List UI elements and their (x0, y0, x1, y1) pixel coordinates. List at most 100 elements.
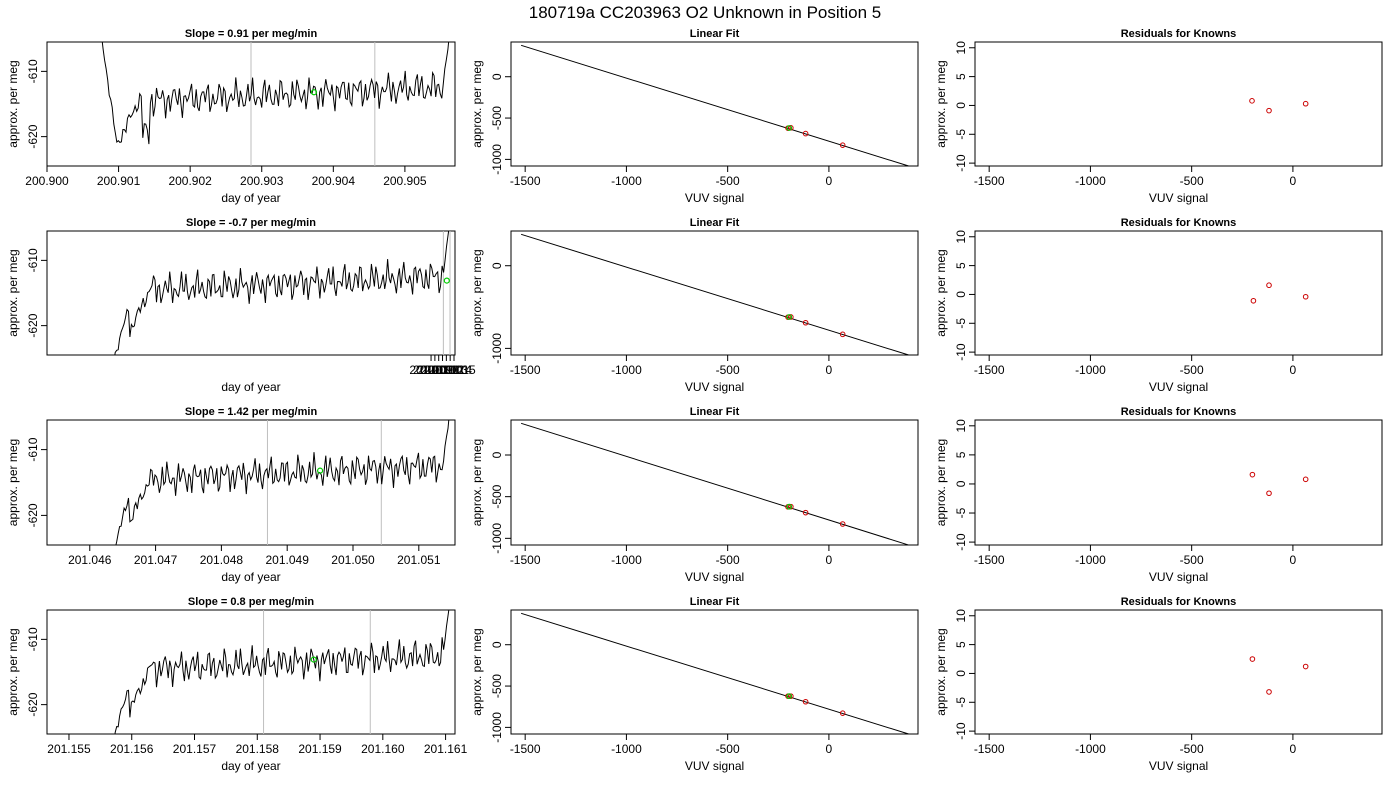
fit-line (520, 612, 911, 734)
x-tick-label: -1500 (510, 363, 541, 377)
fit-line (520, 233, 911, 355)
y-tick-label: 0 (490, 73, 504, 80)
x-axis-label: VUV signal (1149, 380, 1208, 394)
plot-frame (974, 609, 1383, 735)
y-axis-label: approx. per meg (470, 628, 484, 715)
known-point (1250, 297, 1257, 304)
y-axis-label: approx. per meg (6, 628, 20, 715)
unknown-point (786, 693, 793, 700)
panel-title: Residuals for Knowns (1121, 596, 1237, 608)
panel-r2-c1: Slope = -0.7 per meg/min 201.009201.01020… (6, 217, 476, 394)
y-tick-label: 0 (490, 641, 504, 648)
y-tick-label: -610 (26, 437, 40, 461)
y-tick-label: -620 (26, 124, 40, 148)
plot-frame (974, 419, 1383, 546)
known-point (802, 319, 809, 326)
x-tick-label: 0 (826, 742, 833, 756)
y-tick-label: -5 (954, 507, 968, 518)
x-tick-label: -1500 (974, 363, 1005, 377)
panel-r2-c2: Linear Fit -1500 -1000 -500 0 0 -1000 VUV signa… (470, 217, 919, 394)
x-axis-label: day of year (221, 380, 280, 394)
x-tick-label: -500 (1180, 742, 1204, 756)
unknown-point (786, 503, 793, 510)
data-trace (114, 231, 450, 355)
known-point (1249, 656, 1256, 662)
x-tick-label: 201.046 (68, 553, 112, 567)
y-tick-label: -1000 (490, 712, 504, 743)
y-axis-label: approx. per meg (934, 439, 948, 526)
y-axis-label: approx. per meg (470, 249, 484, 336)
x-tick-label: -500 (1180, 363, 1204, 377)
y-axis-label: approx. per meg (934, 249, 948, 336)
plot-area (520, 612, 911, 734)
y-tick-label: -5 (954, 129, 968, 140)
plot-frame (510, 419, 919, 546)
plot-frame (510, 230, 919, 356)
known-point (1266, 107, 1272, 114)
y-tick-label: -500 (490, 674, 504, 698)
x-tick-label: -1000 (1075, 742, 1106, 756)
y-tick-label: 0 (954, 480, 968, 487)
y-tick-label: 5 (954, 451, 968, 458)
panel-r4-c3: Residuals for Knowns -1500 -1000 -500 0 10 5 0 -… (934, 596, 1383, 773)
y-tick-label: 10 (954, 41, 968, 55)
y-tick-label: 0 (954, 102, 968, 109)
y-tick-label: 5 (954, 73, 968, 80)
plot-area (115, 420, 450, 545)
y-tick-label: -500 (490, 106, 504, 130)
unknown-point (310, 89, 318, 96)
x-tick-label: 201.160 (361, 742, 405, 756)
known-point (839, 331, 846, 338)
panel-r2-c3: Residuals for Knowns -1500 -1000 -500 0 10 5 0 -… (934, 217, 1383, 394)
x-tick-label: 0 (1290, 742, 1297, 756)
x-tick-label: -1000 (611, 742, 642, 756)
panel-title: Residuals for Knowns (1121, 217, 1237, 229)
x-tick-label: 201.161 (424, 742, 468, 756)
y-tick-label: -10 (954, 343, 968, 361)
panel-r4-c1: Slope = 0.8 per meg/min 201.155 201.156 201… (6, 596, 468, 773)
panel-title: Residuals for Knowns (1121, 406, 1237, 418)
plot-frame (510, 609, 919, 735)
y-axis-label: approx. per meg (470, 439, 484, 526)
panel-title: Linear Fit (690, 28, 740, 40)
x-tick-label: -1500 (974, 553, 1005, 567)
panel-title: Linear Fit (690, 596, 740, 608)
known-point (1266, 282, 1272, 289)
panel-r1-c1: Slope = 0.91 per meg/min 200.900 200.901 20… (6, 28, 456, 205)
plot-area (1249, 98, 1309, 114)
x-tick-label: 200.900 (25, 174, 69, 188)
x-axis-label: day of year (221, 759, 280, 773)
panel-title: Residuals for Knowns (1121, 28, 1237, 40)
data-trace (101, 42, 450, 145)
plot-area (1250, 282, 1309, 304)
unknown-point (316, 467, 324, 474)
x-tick-label: -1000 (1075, 174, 1106, 188)
x-tick-label: 201.158 (236, 742, 280, 756)
x-tick-label: -1500 (974, 174, 1005, 188)
plot-frame (46, 609, 456, 735)
y-tick-label: -620 (26, 503, 40, 527)
plot-area (1249, 656, 1309, 695)
x-tick-label: 201.157 (173, 742, 217, 756)
panel-r1-c3: Residuals for Knowns -1500 -1000 -500 0 10 5 0 -… (934, 28, 1383, 205)
panel-title: Slope = 0.8 per meg/min (188, 596, 315, 608)
panel-title: Slope = 0.91 per meg/min (185, 28, 318, 40)
unknown-point (786, 314, 793, 320)
x-tick-label: 201.155 (47, 742, 91, 756)
known-point (1249, 98, 1255, 104)
plot-area (114, 231, 451, 355)
x-tick-label: 201.011 (417, 363, 460, 377)
y-tick-label: -620 (26, 692, 40, 716)
x-tick-label: 0 (1290, 174, 1297, 188)
x-tick-label: -1000 (611, 553, 642, 567)
unknown-point (310, 656, 317, 663)
x-tick-label: -1000 (611, 174, 642, 188)
y-tick-label: -10 (954, 154, 968, 172)
unknown-point (443, 277, 450, 284)
x-axis-label: VUV signal (685, 570, 744, 584)
y-axis-label: approx. per meg (470, 60, 484, 147)
x-axis-label: VUV signal (1149, 759, 1208, 773)
x-tick-label: -500 (716, 553, 740, 567)
x-axis-label: VUV signal (685, 380, 744, 394)
y-tick-label: -1000 (490, 523, 504, 554)
